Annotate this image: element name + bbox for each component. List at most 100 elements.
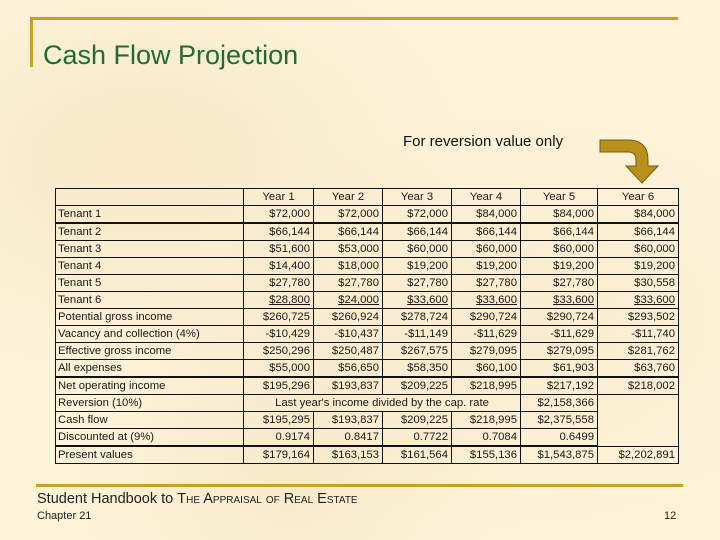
cell: $61,903	[520, 359, 598, 378]
row-label: Net operating income	[55, 376, 244, 395]
cell: $24,000	[313, 291, 383, 309]
cell: $60,000	[520, 240, 598, 258]
cell: $19,200	[451, 257, 521, 275]
cell: $84,000	[520, 205, 598, 224]
cell: $193,837	[313, 376, 383, 395]
row-label: Tenant 1	[55, 205, 244, 224]
row-label: Present values	[55, 445, 244, 464]
reversion-note: For reversion value only	[403, 133, 564, 150]
table-header-row: Year 1 Year 2 Year 3 Year 4 Year 5 Year …	[55, 188, 679, 206]
table-row: Tenant 2 $66,144 $66,144 $66,144 $66,144…	[55, 222, 679, 241]
table-row: All expenses $55,000 $56,650 $58,350 $60…	[55, 359, 679, 378]
cell: $27,780	[520, 274, 598, 292]
cell: $27,780	[382, 274, 452, 292]
header-cell: Year 2	[313, 188, 383, 206]
page-number: 12	[664, 510, 677, 522]
table-row: Potential gross income $260,725 $260,924…	[55, 308, 679, 326]
row-label: All expenses	[55, 359, 244, 378]
header-cell: Year 3	[382, 188, 452, 206]
row-label: Vacancy and collection (4%)	[55, 325, 244, 343]
cell: $33,600	[451, 291, 521, 309]
header-cell: Year 6	[597, 188, 679, 206]
cell: $27,780	[243, 274, 314, 292]
title-rule-top	[30, 17, 678, 20]
cell: $66,144	[313, 222, 383, 241]
curved-arrow-down-icon	[599, 139, 660, 184]
cell: $209,225	[382, 411, 452, 429]
footer-chapter: Chapter 21	[37, 510, 92, 522]
cell: $218,995	[451, 376, 521, 395]
table-row: Effective gross income $250,296 $250,487…	[55, 342, 679, 360]
cell: $72,000	[382, 205, 452, 224]
cell: $2,202,891	[597, 445, 679, 464]
cell: $218,995	[451, 411, 521, 429]
cell: $53,000	[313, 240, 383, 258]
header-cell: Year 1	[243, 188, 314, 206]
cell: $30,558	[597, 274, 679, 292]
table-row: Net operating income $195,296 $193,837 $…	[55, 376, 679, 395]
cell: $72,000	[313, 205, 383, 224]
cell: $28,800	[243, 291, 314, 309]
table-row: Cash flow $195,295 $193,837 $209,225 $21…	[55, 411, 679, 429]
cell: $19,200	[597, 257, 679, 275]
cell: $66,144	[520, 222, 598, 241]
cell: $19,200	[520, 257, 598, 275]
cell: $84,000	[597, 205, 679, 224]
cell: $66,144	[243, 222, 314, 241]
cell: -$11,149	[382, 325, 452, 343]
row-label: Tenant 6	[55, 291, 244, 309]
cell: $218,002	[597, 376, 679, 395]
slide-title: Cash Flow Projection	[43, 40, 299, 70]
cell: -$11,629	[520, 325, 598, 343]
cell: $55,000	[243, 359, 314, 378]
cell: 0.7722	[382, 428, 452, 447]
cell: 0.9174	[243, 428, 314, 447]
cell: $163,153	[313, 445, 383, 464]
cell: $2,375,558	[520, 411, 598, 429]
cell: -$10,437	[313, 325, 383, 343]
cell: 0.7084	[451, 428, 521, 447]
cell: $290,724	[520, 308, 598, 326]
footer-book-title: Student Handbook to The Appraisal of Rea…	[37, 491, 358, 507]
cell: $260,725	[243, 308, 314, 326]
table-row: Tenant 1 $72,000 $72,000 $72,000 $84,000…	[55, 205, 679, 224]
row-label: Effective gross income	[55, 342, 244, 360]
cell: $179,164	[243, 445, 314, 464]
cell: $250,487	[313, 342, 383, 360]
cell: $33,600	[382, 291, 452, 309]
row-label: Tenant 5	[55, 274, 244, 292]
cell: -$11,740	[597, 325, 679, 343]
cell: 0.6499	[520, 428, 598, 447]
cell: $14,400	[243, 257, 314, 275]
cell: $195,296	[243, 376, 314, 395]
cell: $19,200	[382, 257, 452, 275]
row-label: Tenant 2	[55, 222, 244, 241]
cell: $209,225	[382, 376, 452, 395]
table-row: Reversion (10%) Last year's income divid…	[55, 394, 679, 447]
cell: $217,192	[520, 376, 598, 395]
cell: -$10,429	[243, 325, 314, 343]
cell: $56,650	[313, 359, 383, 378]
row-label: Discounted at (9%)	[55, 428, 244, 447]
cell: $33,600	[597, 291, 679, 309]
cell: $293,502	[597, 308, 679, 326]
cell: $60,000	[597, 240, 679, 258]
cell: $155,136	[451, 445, 521, 464]
cell: $290,724	[451, 308, 521, 326]
cell: $1,543,875	[520, 445, 598, 464]
cell: $60,000	[451, 240, 521, 258]
cell: $27,780	[451, 274, 521, 292]
row-label: Potential gross income	[55, 308, 244, 326]
cell: $60,000	[382, 240, 452, 258]
cell: $250,296	[243, 342, 314, 360]
table-row: Discounted at (9%) 0.9174 0.8417 0.7722 …	[55, 428, 679, 447]
row-label: Tenant 3	[55, 240, 244, 258]
table-row: Tenant 5 $27,780 $27,780 $27,780 $27,780…	[55, 274, 679, 292]
cell: $161,564	[382, 445, 452, 464]
cell: 0.8417	[313, 428, 383, 447]
header-cell: Year 4	[451, 188, 521, 206]
empty-merged-cell	[597, 394, 679, 447]
cell: $267,575	[382, 342, 452, 360]
cell: $72,000	[243, 205, 314, 224]
cell: -$11,629	[451, 325, 521, 343]
